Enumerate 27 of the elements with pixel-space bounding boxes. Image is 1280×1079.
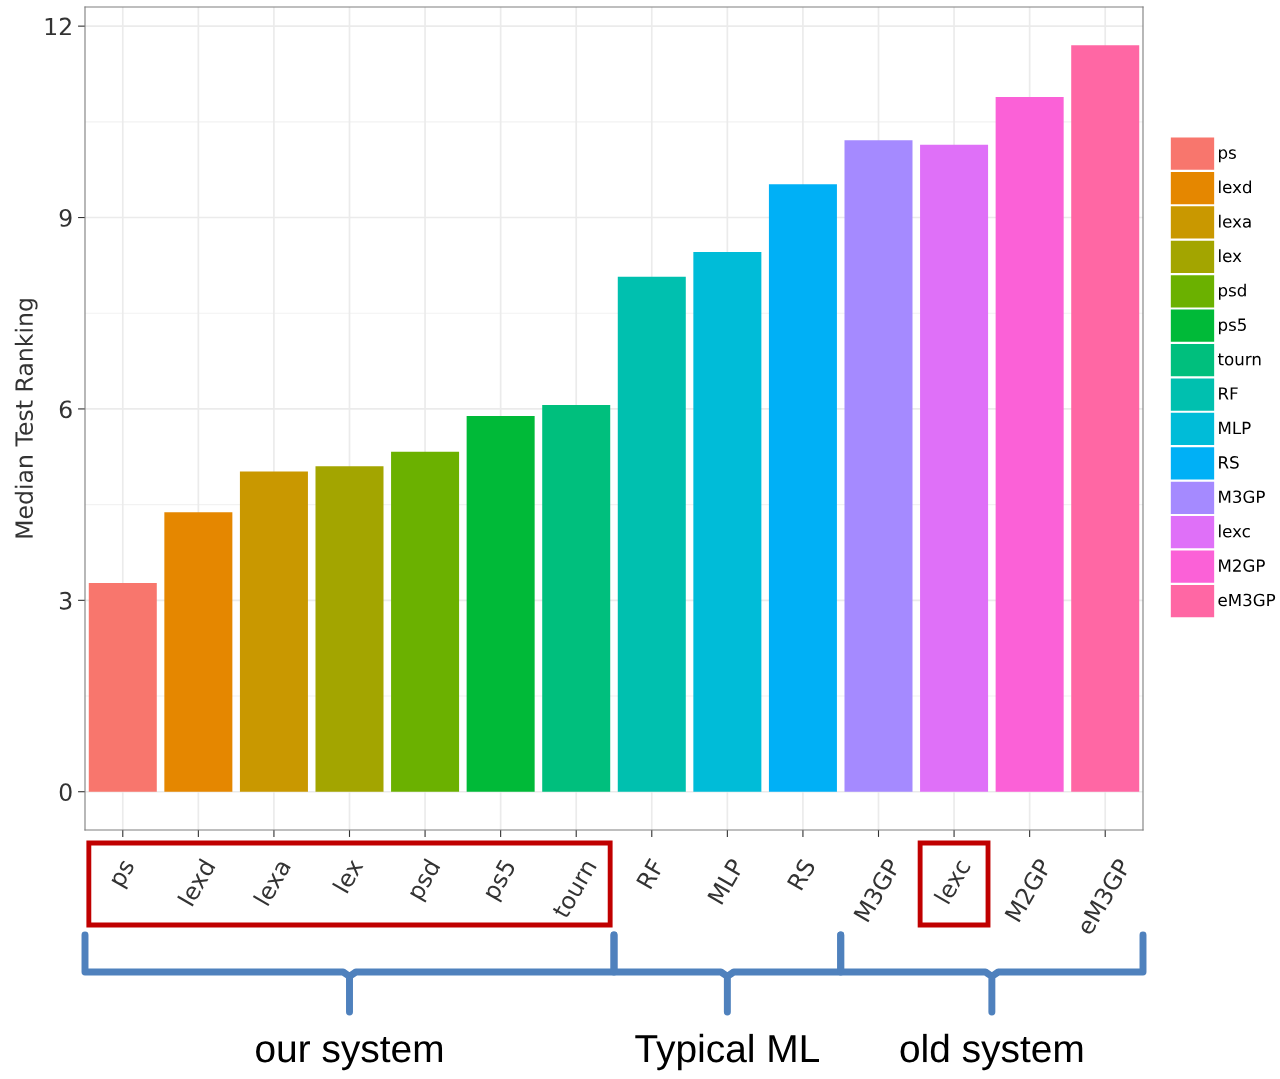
legend-label: RF (1219, 387, 1238, 400)
y-axis-title: Median Test Ranking (14, 299, 38, 538)
y-tick-label: 12 (45, 17, 71, 36)
legend-label: ps5 (1219, 318, 1246, 335)
x-tick-label: ps (111, 859, 139, 890)
text: Typical ML (635, 1033, 820, 1071)
y-tick-label: 0 (59, 783, 72, 802)
legend-label: eM3GP (1218, 593, 1276, 607)
legend-label: psd (1219, 283, 1246, 300)
text: old system (900, 1033, 1083, 1071)
y-tick-label: 9 (59, 208, 72, 227)
legend-label: ps (1219, 149, 1236, 163)
x-tick-label: RF (636, 857, 665, 890)
y-tick-label: 3 (59, 591, 72, 610)
y-tick-label: 6 (59, 400, 72, 419)
legend-label: lexa (1219, 214, 1251, 228)
legend-label: MLP (1219, 421, 1251, 435)
legend-label: M3GP (1219, 490, 1265, 504)
legend-label: lex (1219, 249, 1242, 263)
legend-label: tourn (1217, 353, 1261, 366)
legend-label: lexc (1219, 524, 1250, 538)
legend-label: RS (1219, 456, 1239, 469)
x-tick-label: lex (332, 857, 364, 894)
text: our system (256, 1036, 443, 1071)
legend-label: lexd (1219, 180, 1252, 194)
x-tick-label: RS (786, 857, 817, 891)
legend-label: M2GP (1219, 559, 1265, 572)
